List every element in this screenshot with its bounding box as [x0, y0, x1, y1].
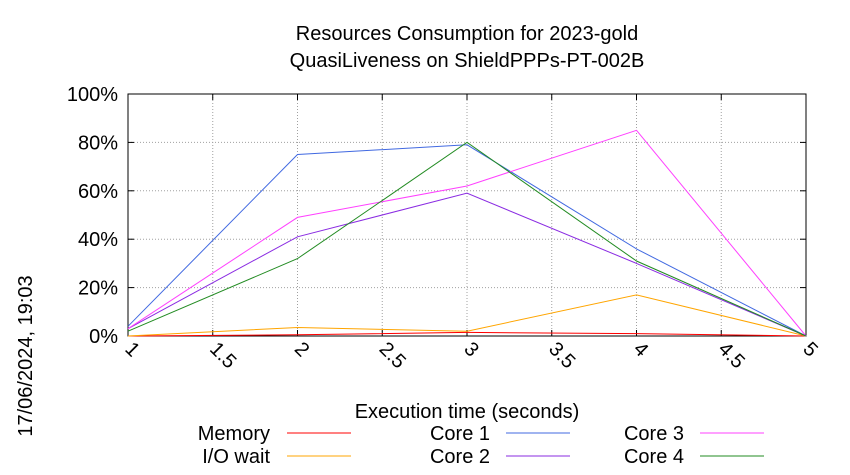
y-tick-label: 60% [78, 181, 118, 203]
x-axis-label: Execution time (seconds) [355, 401, 580, 423]
x-tick-label: 3.5 [544, 338, 579, 373]
series-line-core-1 [127, 144, 807, 337]
y-tick-label: 80% [78, 132, 118, 154]
x-tick-label: 1 [120, 338, 143, 361]
series-line-core-4 [127, 141, 807, 337]
series-lines [127, 129, 807, 337]
legend-label: Core 2 [430, 446, 490, 468]
series-line-core-3 [127, 129, 807, 337]
x-tick-label: 4.5 [714, 338, 749, 373]
chart-subtitle: QuasiLiveness on ShieldPPPs-PT-002B [290, 50, 645, 72]
timestamp-label: 17/06/2024, 19:03 [15, 275, 37, 436]
legend-label: Core 1 [430, 423, 490, 445]
legend-label: Memory [198, 423, 270, 445]
series-line-core-2 [127, 192, 807, 337]
x-tick-label: 1.5 [205, 338, 240, 373]
y-tick-label: 0% [89, 326, 118, 348]
y-tick-label: 40% [78, 229, 118, 251]
grid-lines [128, 94, 806, 336]
y-axis-ticks: 0% 20% 40% 60% 80% 100% [67, 84, 806, 348]
legend-label: Core 4 [624, 446, 684, 468]
x-tick-label: 2.5 [375, 338, 410, 373]
legend-label: Core 3 [624, 423, 684, 445]
x-tick-label: 5 [798, 338, 821, 361]
chart-title: Resources Consumption for 2023-gold [296, 23, 638, 45]
x-tick-label: 2 [290, 338, 313, 361]
x-tick-label: 3 [459, 338, 482, 361]
x-tick-label: 4 [629, 338, 652, 361]
legend-label: I/O wait [202, 446, 270, 468]
series-line-i-o-wait [127, 294, 807, 337]
y-tick-label: 20% [78, 278, 118, 300]
series-line-memory [127, 331, 807, 337]
y-tick-label: 100% [67, 84, 118, 106]
